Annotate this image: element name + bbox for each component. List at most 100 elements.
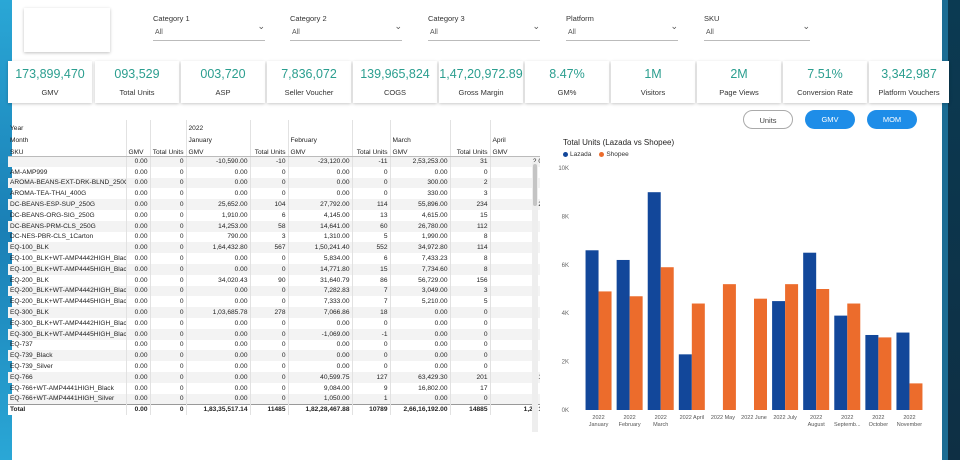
table-row[interactable]: EQ-739_Black 0.00 0 0.00 0 0.00 0 0.00 0 [8, 350, 540, 362]
table-row[interactable]: EQ-766+WT-AMP4441HIGH_Black 0.00 0 0.00 0 9,0… [8, 382, 540, 394]
table-row[interactable]: EQ-300_BLK+WT-AMP4445HIGH_Black 0.00 0 0.00… [8, 328, 540, 340]
bar-lazada[interactable] [772, 301, 786, 410]
bar-lazada[interactable] [647, 192, 661, 410]
bar-shopee[interactable] [691, 303, 705, 410]
column-header[interactable] [352, 132, 391, 144]
bar-shopee[interactable] [629, 296, 643, 410]
legend-item-shopee[interactable]: Shopee [599, 151, 629, 158]
table-row[interactable]: EQ-200_BLK+WT-AMP4445HIGH_Black 0.00 0 0.00… [8, 296, 540, 308]
column-header[interactable]: GMV [126, 144, 151, 157]
column-header[interactable]: Year [8, 120, 127, 132]
bar-shopee[interactable] [660, 267, 674, 410]
column-header[interactable]: Total Units [150, 144, 187, 157]
table-row[interactable]: EQ-766+WT-AMP4441HIGH_Silver 0.00 0 0.00 0 1,… [8, 393, 540, 405]
slicer-category-2[interactable]: Category 2 All ⌄ [290, 14, 402, 41]
column-header[interactable]: Total Units [352, 144, 391, 157]
slicer-category-1[interactable]: Category 1 All ⌄ [153, 14, 265, 41]
table-row[interactable]: EQ-100_BLK 0.00 0 1,64,432.80 567 1,50,241.40… [8, 242, 540, 254]
slicer-dropdown[interactable]: All ⌄ [428, 21, 540, 41]
bar-lazada[interactable] [803, 252, 817, 410]
table-row[interactable]: DC-BEANS-ORG-SIG_250G 0.00 0 1,910.00 6 4,145… [8, 209, 540, 221]
table-row[interactable]: DC-BEANS-PRM-CLS_250G 0.00 0 14,253.00 58 14,… [8, 220, 540, 232]
table-row[interactable]: EQ-100_BLK+WT-AMP4442HIGH_Black 0.00 0 0.00… [8, 253, 540, 264]
bar-shopee[interactable] [785, 284, 799, 410]
bar-shopee[interactable] [816, 289, 830, 410]
slicer-dropdown[interactable]: All ⌄ [153, 21, 265, 41]
legend-item-lazada[interactable]: Lazada [563, 151, 591, 158]
mom-button[interactable]: MOM [867, 110, 917, 129]
chevron-down-icon[interactable]: ⌄ [257, 21, 265, 31]
value-cell: 0 [150, 371, 187, 383]
table-row[interactable]: EQ-300_BLK 0.00 0 1,03,685.78 278 7,066.86 18 0… [8, 307, 540, 318]
bar-shopee[interactable] [847, 303, 861, 410]
bar-shopee[interactable] [754, 298, 767, 410]
column-header[interactable] [352, 120, 391, 132]
bar-lazada[interactable] [616, 259, 630, 410]
column-header[interactable] [450, 120, 491, 132]
column-header[interactable]: March [390, 132, 451, 144]
column-header[interactable]: GMV [490, 144, 540, 157]
slicer-platform[interactable]: Platform All ⌄ [566, 14, 678, 41]
column-header[interactable]: SKU [8, 144, 127, 157]
slicer-dropdown[interactable]: All ⌄ [290, 21, 402, 41]
column-header[interactable] [250, 132, 289, 144]
column-header[interactable] [250, 120, 289, 132]
column-header[interactable] [390, 120, 451, 132]
bar-shopee[interactable] [909, 383, 923, 410]
bar-lazada[interactable] [896, 332, 910, 410]
chevron-down-icon[interactable]: ⌄ [670, 21, 678, 31]
bar-shopee[interactable] [722, 284, 736, 410]
column-header[interactable] [450, 132, 491, 144]
bar-lazada[interactable] [678, 354, 692, 410]
table-row[interactable]: DC-NES-PBR-CLS_1Carton 0.00 0 790.00 3 1,310.… [8, 231, 540, 243]
column-header[interactable]: Total Units [450, 144, 491, 157]
table-row[interactable]: AM-AMP999 0.00 0 0.00 0 0.00 0 0.00 0 [8, 166, 540, 178]
column-header[interactable]: GMV [186, 144, 251, 157]
table-row[interactable]: EQ-200_BLK 0.00 0 34,020.43 90 31,640.79 86 56,… [8, 274, 540, 286]
column-header[interactable] [126, 120, 151, 132]
units-button[interactable]: Units [743, 110, 793, 129]
slicer-sku[interactable]: SKU All ⌄ [704, 14, 810, 41]
value-cell: 0.00 [186, 361, 251, 372]
column-header[interactable]: Month [8, 132, 127, 144]
table-row[interactable]: AROMA-TEA-THAI_400G 0.00 0 0.00 0 0.00 0 330.00… [8, 188, 540, 200]
gmv-button[interactable]: GMV [805, 110, 855, 129]
bar-lazada[interactable] [865, 334, 879, 410]
slicer-dropdown[interactable]: All ⌄ [566, 21, 678, 41]
bar-lazada[interactable] [585, 250, 599, 410]
slicer-category-3[interactable]: Category 3 All ⌄ [428, 14, 540, 41]
column-header[interactable]: 2022 [186, 120, 251, 132]
table-row[interactable]: 0.00 0 -10,590.00 -10 -23,120.00 -11 2,53,253.… [8, 156, 540, 167]
value-cell: 0 [450, 166, 491, 178]
table-row[interactable]: EQ-100_BLK+WT-AMP4445HIGH_Black 0.00 0 0.00… [8, 263, 540, 275]
table-row[interactable]: DC-BEANS-ESP-SUP_250G 0.00 0 25,652.00 104 27… [8, 199, 540, 210]
bar-shopee[interactable] [878, 337, 892, 410]
column-header[interactable] [150, 120, 187, 132]
slicer-dropdown[interactable]: All ⌄ [704, 21, 810, 41]
bar-lazada[interactable] [834, 315, 848, 410]
column-header[interactable]: GMV [390, 144, 451, 157]
table-row[interactable]: AROMA-BEANS-EXT-DRK-BLND_250G 0.00 0 0.00 0 0… [8, 177, 540, 189]
scrollbar-thumb[interactable] [533, 164, 537, 206]
column-header[interactable]: January [186, 132, 251, 144]
column-header[interactable]: GMV [288, 144, 353, 157]
table-row[interactable]: EQ-300_BLK+WT-AMP4442HIGH_Black 0.00 0 0.00… [8, 317, 540, 329]
column-header[interactable]: April [490, 132, 540, 144]
sku-cell: EQ-766+WT-AMP4441HIGH_Black [8, 382, 127, 394]
chevron-down-icon[interactable]: ⌄ [802, 21, 810, 31]
column-header[interactable] [126, 132, 151, 144]
column-header[interactable]: Total Units [250, 144, 289, 157]
column-header[interactable] [150, 132, 187, 144]
table-row[interactable]: EQ-739_Silver 0.00 0 0.00 0 0.00 0 0.00 0 [8, 361, 540, 372]
column-header[interactable]: February [288, 132, 353, 144]
table-row[interactable]: EQ-200_BLK+WT-AMP4442HIGH_Black 0.00 0 0.00… [8, 285, 540, 297]
table-row[interactable]: EQ-766 0.00 0 0.00 0 40,599.75 127 63,429.30 201… [8, 371, 540, 383]
chevron-down-icon[interactable]: ⌄ [394, 21, 402, 31]
column-header[interactable] [288, 120, 353, 132]
chevron-down-icon[interactable]: ⌄ [532, 21, 540, 31]
table-row[interactable]: EQ-737 0.00 0 0.00 0 0.00 0 0.00 0 [8, 339, 540, 351]
table-scrollbar[interactable] [532, 162, 538, 432]
column-header[interactable] [490, 120, 540, 132]
value-cell: 0.00 [126, 274, 151, 286]
bar-shopee[interactable] [598, 291, 612, 410]
